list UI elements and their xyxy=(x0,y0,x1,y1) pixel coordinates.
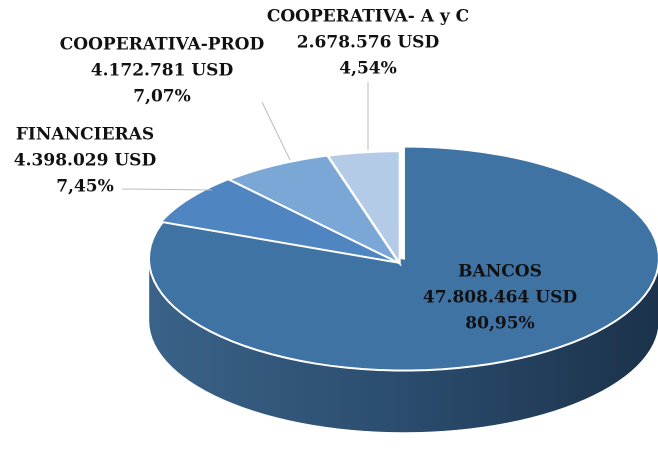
leader-line xyxy=(121,188,213,191)
percent-label: 4,54% xyxy=(339,59,397,79)
percent-label: 80,95% xyxy=(465,314,534,334)
percent-label: 7,07% xyxy=(133,87,191,107)
amount-label: 4.398.029 USD xyxy=(14,151,157,171)
leader-line xyxy=(261,101,291,161)
category-label: COOPERATIVA-PROD xyxy=(60,35,265,55)
amount-label: 47.808.464 USD xyxy=(423,288,577,308)
category-label: BANCOS xyxy=(458,262,542,282)
category-label: FINANCIERAS xyxy=(16,125,154,145)
slice xyxy=(147,145,658,372)
amount-label: 2.678.576 USD xyxy=(297,33,440,53)
amount-label: 4.172.781 USD xyxy=(91,61,234,81)
slice xyxy=(158,178,399,264)
category-label: COOPERATIVA- A y C xyxy=(267,7,469,27)
slice xyxy=(326,150,401,267)
percent-label: 7,45% xyxy=(56,177,114,197)
slice xyxy=(226,154,402,266)
